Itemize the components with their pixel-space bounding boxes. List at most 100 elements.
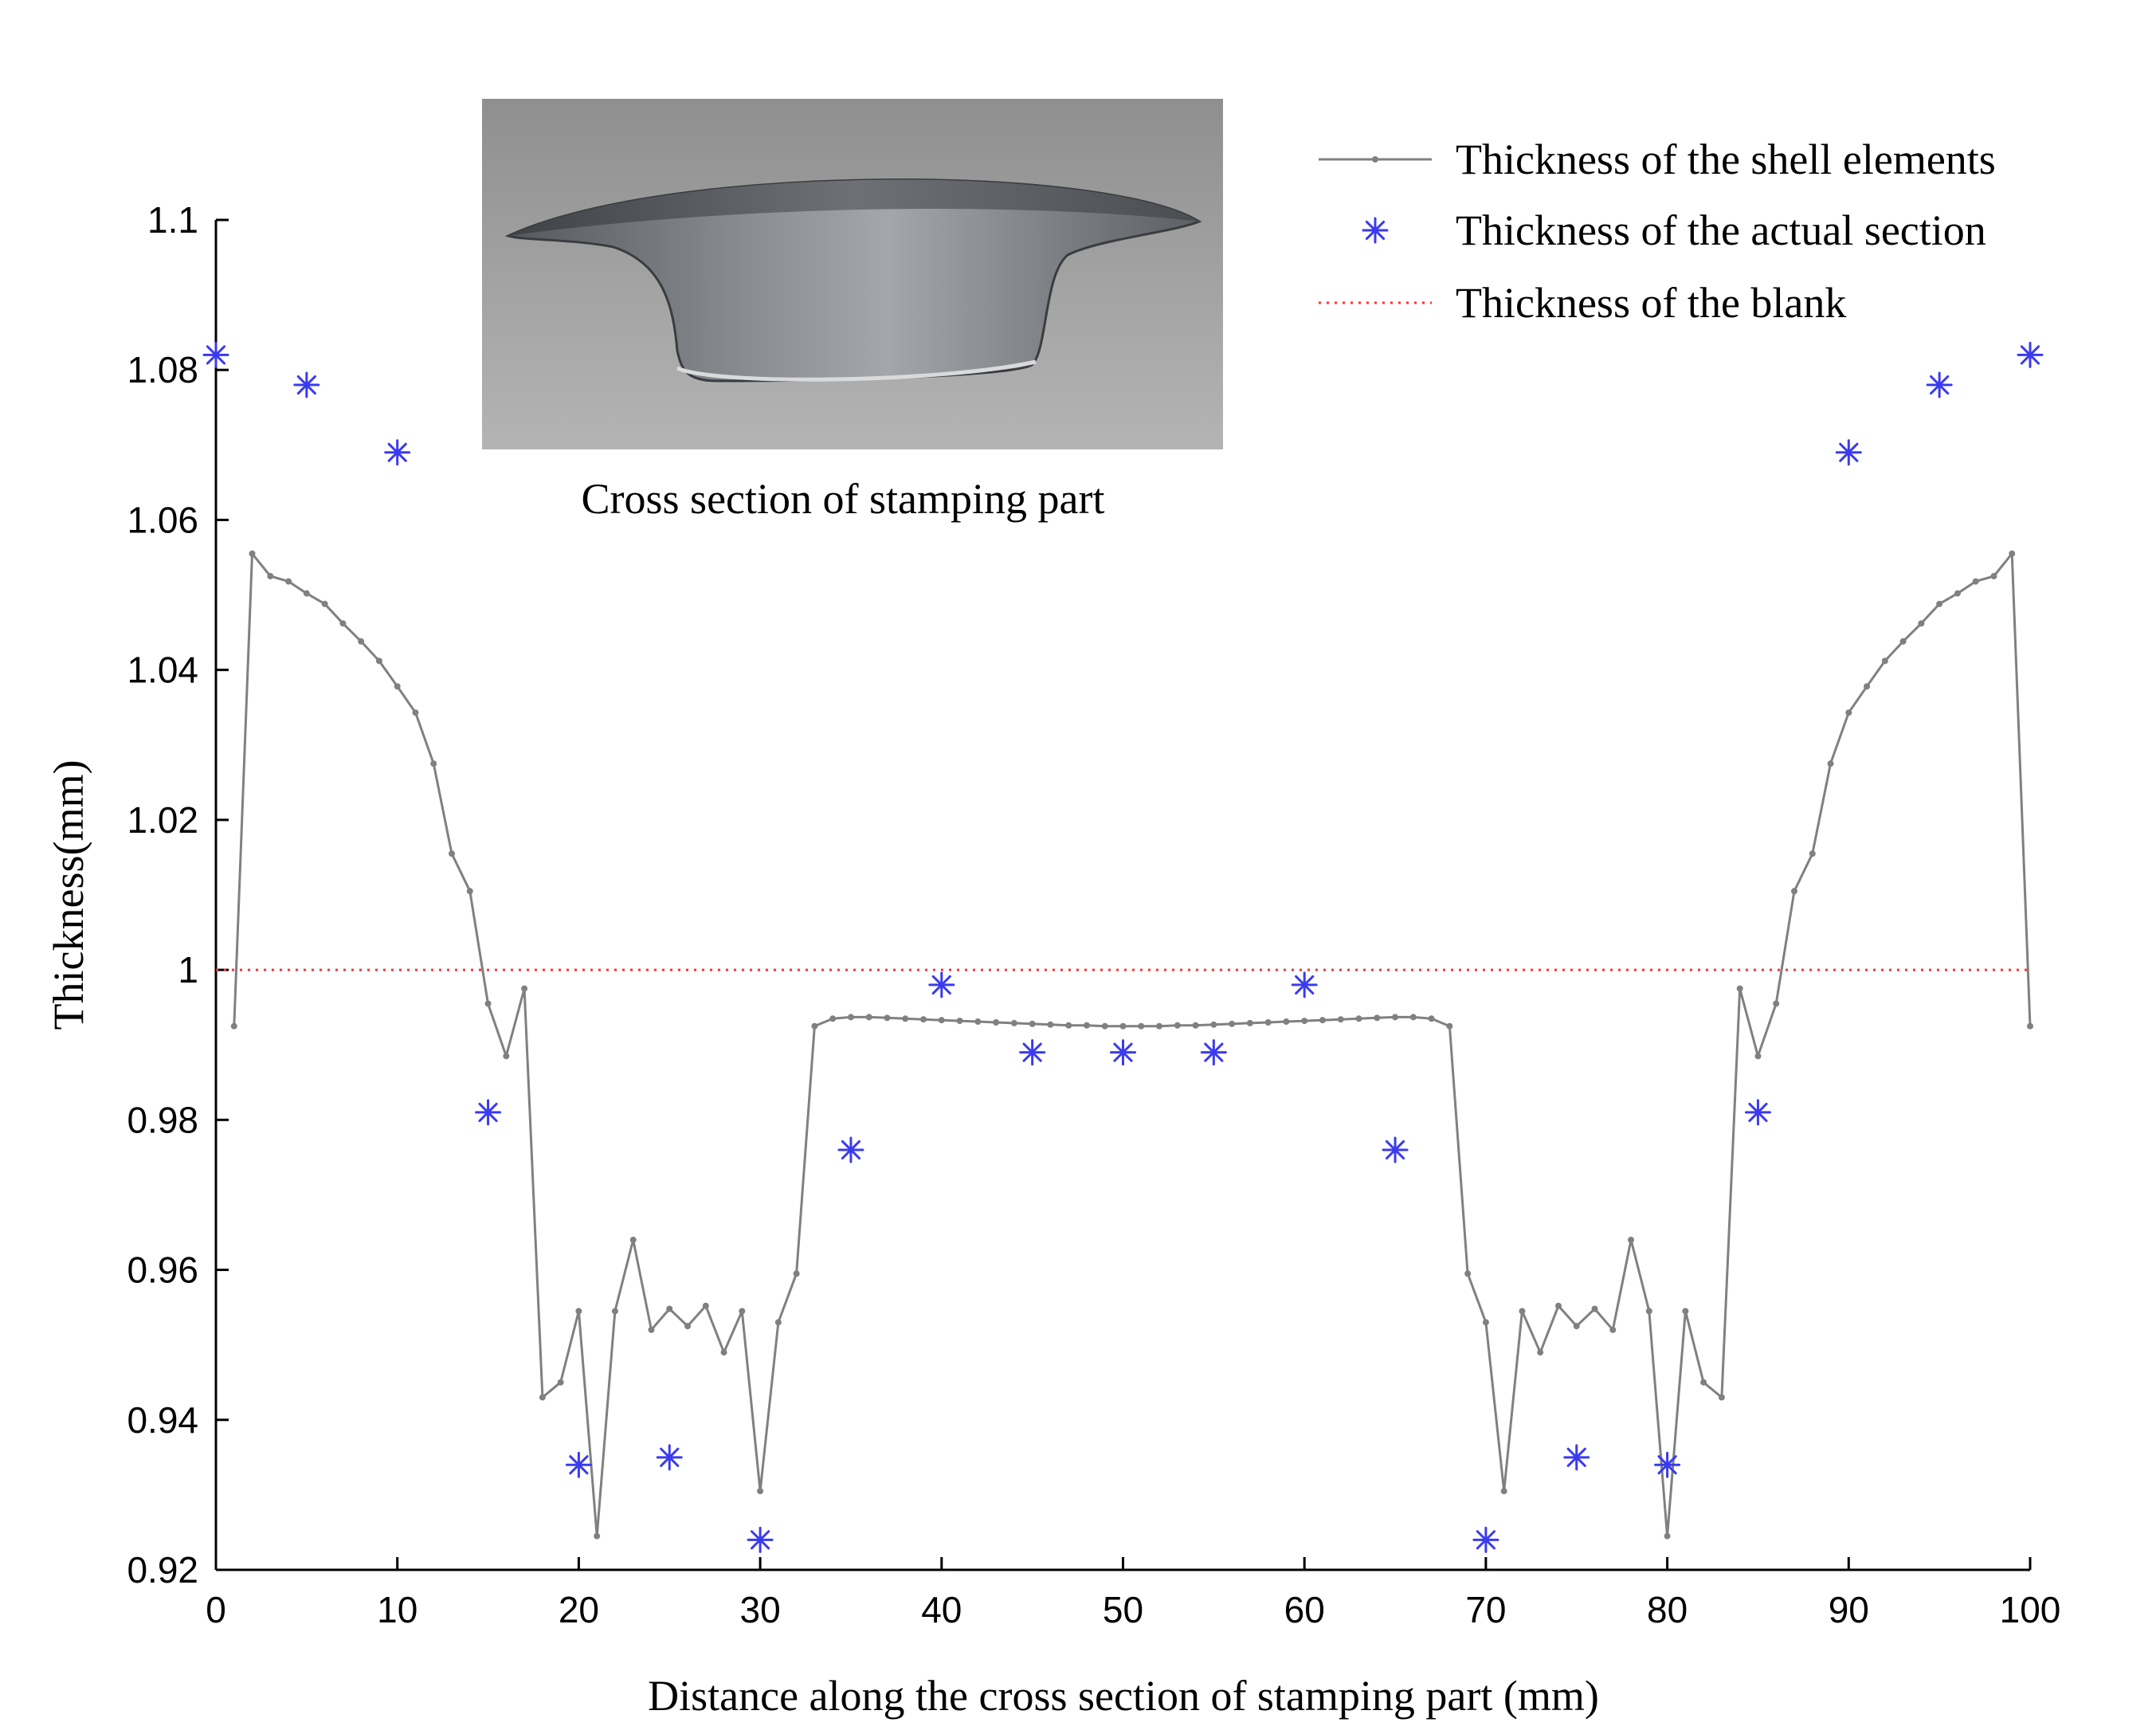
shell-element-point <box>1210 1021 1217 1028</box>
shell-element-point <box>539 1394 546 1401</box>
legend-label-shell-elements: Thickness of the shell elements <box>1456 135 1996 183</box>
shell-element-point <box>847 1014 854 1021</box>
shell-element-point <box>249 550 256 557</box>
actual-section-point <box>1110 1039 1136 1066</box>
shell-element-point <box>1156 1022 1163 1030</box>
shell-element-point <box>285 578 292 585</box>
shell-element-point <box>484 1000 492 1007</box>
x-ticks: 0 10 20 30 40 50 60 70 80 90 100 <box>206 1557 2060 1630</box>
shell-element-point <box>1519 1308 1526 1315</box>
asterisk-stroke <box>1566 1447 1586 1467</box>
shell-element-point <box>1718 1394 1725 1401</box>
shell-element-point <box>1537 1349 1544 1356</box>
shell-element-point <box>1029 1020 1036 1027</box>
shell-element-point <box>1446 1022 1453 1030</box>
y-tick-label: 1 <box>178 949 198 991</box>
shell-element-point <box>974 1018 982 1026</box>
y-tick-label: 0.96 <box>127 1250 198 1291</box>
legend: Thickness of the shell elements Thicknes… <box>1319 135 1996 327</box>
asterisk-stroke <box>1748 1102 1768 1123</box>
shell-element-point <box>394 683 401 690</box>
shell-element-point <box>774 1319 782 1326</box>
asterisk-stroke <box>2020 345 2040 365</box>
series-actual-section <box>202 341 2044 1553</box>
x-tick-label: 100 <box>2000 1589 2061 1630</box>
shell-element-point <box>449 850 456 857</box>
shell-element-point <box>1573 1323 1580 1330</box>
shell-element-point <box>1337 1016 1344 1023</box>
asterisk-stroke <box>750 1530 770 1550</box>
shell-element-point <box>1609 1326 1617 1333</box>
shell-element-point <box>1174 1022 1181 1029</box>
asterisk-stroke <box>296 375 316 395</box>
shell-element-point <box>739 1308 746 1315</box>
shell-element-point <box>412 709 419 716</box>
shell-element-point <box>321 600 328 607</box>
actual-section-point <box>2017 341 2044 368</box>
x-tick-label: 90 <box>1829 1589 1869 1630</box>
shell-element-point <box>1083 1022 1090 1029</box>
series-shell-elements <box>230 550 2033 1540</box>
asterisk-stroke <box>1204 1042 1224 1062</box>
actual-section-point <box>1744 1099 1771 1126</box>
asterisk-stroke <box>931 975 951 995</box>
shell-element-point <box>1428 1015 1435 1022</box>
y-tick-label: 1.06 <box>127 499 198 540</box>
y-ticks: 0.92 0.94 0.96 0.98 1 1.02 1.04 1.06 1.08 1.1 <box>127 199 229 1591</box>
shell-element-point <box>1864 683 1871 690</box>
shell-element-point <box>1246 1019 1253 1026</box>
shell-element-point <box>1500 1488 1507 1495</box>
x-tick-label: 80 <box>1647 1589 1688 1630</box>
legend-label-actual-section: Thickness of the actual section <box>1456 206 1986 254</box>
actual-section-point <box>1926 371 1953 398</box>
shell-element-point <box>1319 1017 1326 1024</box>
asterisk-stroke <box>1113 1042 1133 1062</box>
asterisk-stroke <box>660 1447 680 1467</box>
legend-item-blank: Thickness of the blank <box>1319 279 1846 327</box>
shell-element-point <box>938 1017 945 1024</box>
shell-element-point <box>1827 760 1834 767</box>
shell-element-point <box>1138 1022 1145 1030</box>
shell-element-point <box>1972 578 1979 585</box>
shell-element-point <box>1990 573 1997 580</box>
legend-item-actual-section: Thickness of the actual section <box>1362 206 1986 254</box>
shell-element-point <box>339 620 347 627</box>
shell-elements-line <box>233 552 2032 1538</box>
stamped-cup-rim <box>508 179 1199 236</box>
actual-section-point <box>1835 439 1862 466</box>
x-tick-label: 50 <box>1103 1589 1143 1630</box>
shell-element-point <box>1010 1019 1017 1026</box>
y-tick-label: 1.08 <box>127 349 198 390</box>
asterisk-stroke <box>206 345 226 365</box>
shell-element-point <box>702 1302 709 1309</box>
shell-element-point <box>1754 1053 1762 1060</box>
shell-element-point <box>1301 1018 1308 1025</box>
asterisk-stroke <box>1295 975 1315 995</box>
asterisk-stroke <box>841 1140 861 1160</box>
actual-section-point <box>747 1526 774 1553</box>
shell-element-point <box>430 760 437 767</box>
actual-section-point <box>1654 1451 1681 1478</box>
shell-element-point <box>1554 1302 1562 1309</box>
inset-photo: Cross section of stamping part <box>482 99 1223 523</box>
x-tick-label: 0 <box>206 1589 226 1630</box>
shell-element-point <box>1464 1270 1472 1277</box>
stamped-cup-base-edge <box>676 359 1037 382</box>
y-tick-label: 0.92 <box>127 1549 198 1591</box>
shell-element-point <box>757 1488 764 1495</box>
legend-label-blank: Thickness of the blank <box>1456 279 1846 327</box>
asterisk-stroke <box>1022 1042 1042 1062</box>
shell-element-point <box>267 573 274 580</box>
legend-swatch-actual-section <box>1362 217 1389 244</box>
asterisk-stroke <box>478 1102 498 1123</box>
actual-section-point <box>1200 1039 1227 1066</box>
x-tick-label: 20 <box>559 1589 599 1630</box>
shell-element-point <box>684 1323 692 1330</box>
shell-element-point <box>884 1014 891 1022</box>
legend-item-shell-elements: Thickness of the shell elements <box>1319 135 1996 183</box>
shell-element-point <box>466 888 473 895</box>
shell-element-point <box>1264 1018 1272 1026</box>
x-axis-label: Distance along the cross section of stam… <box>648 1672 1599 1720</box>
x-tick-label: 30 <box>740 1589 781 1630</box>
